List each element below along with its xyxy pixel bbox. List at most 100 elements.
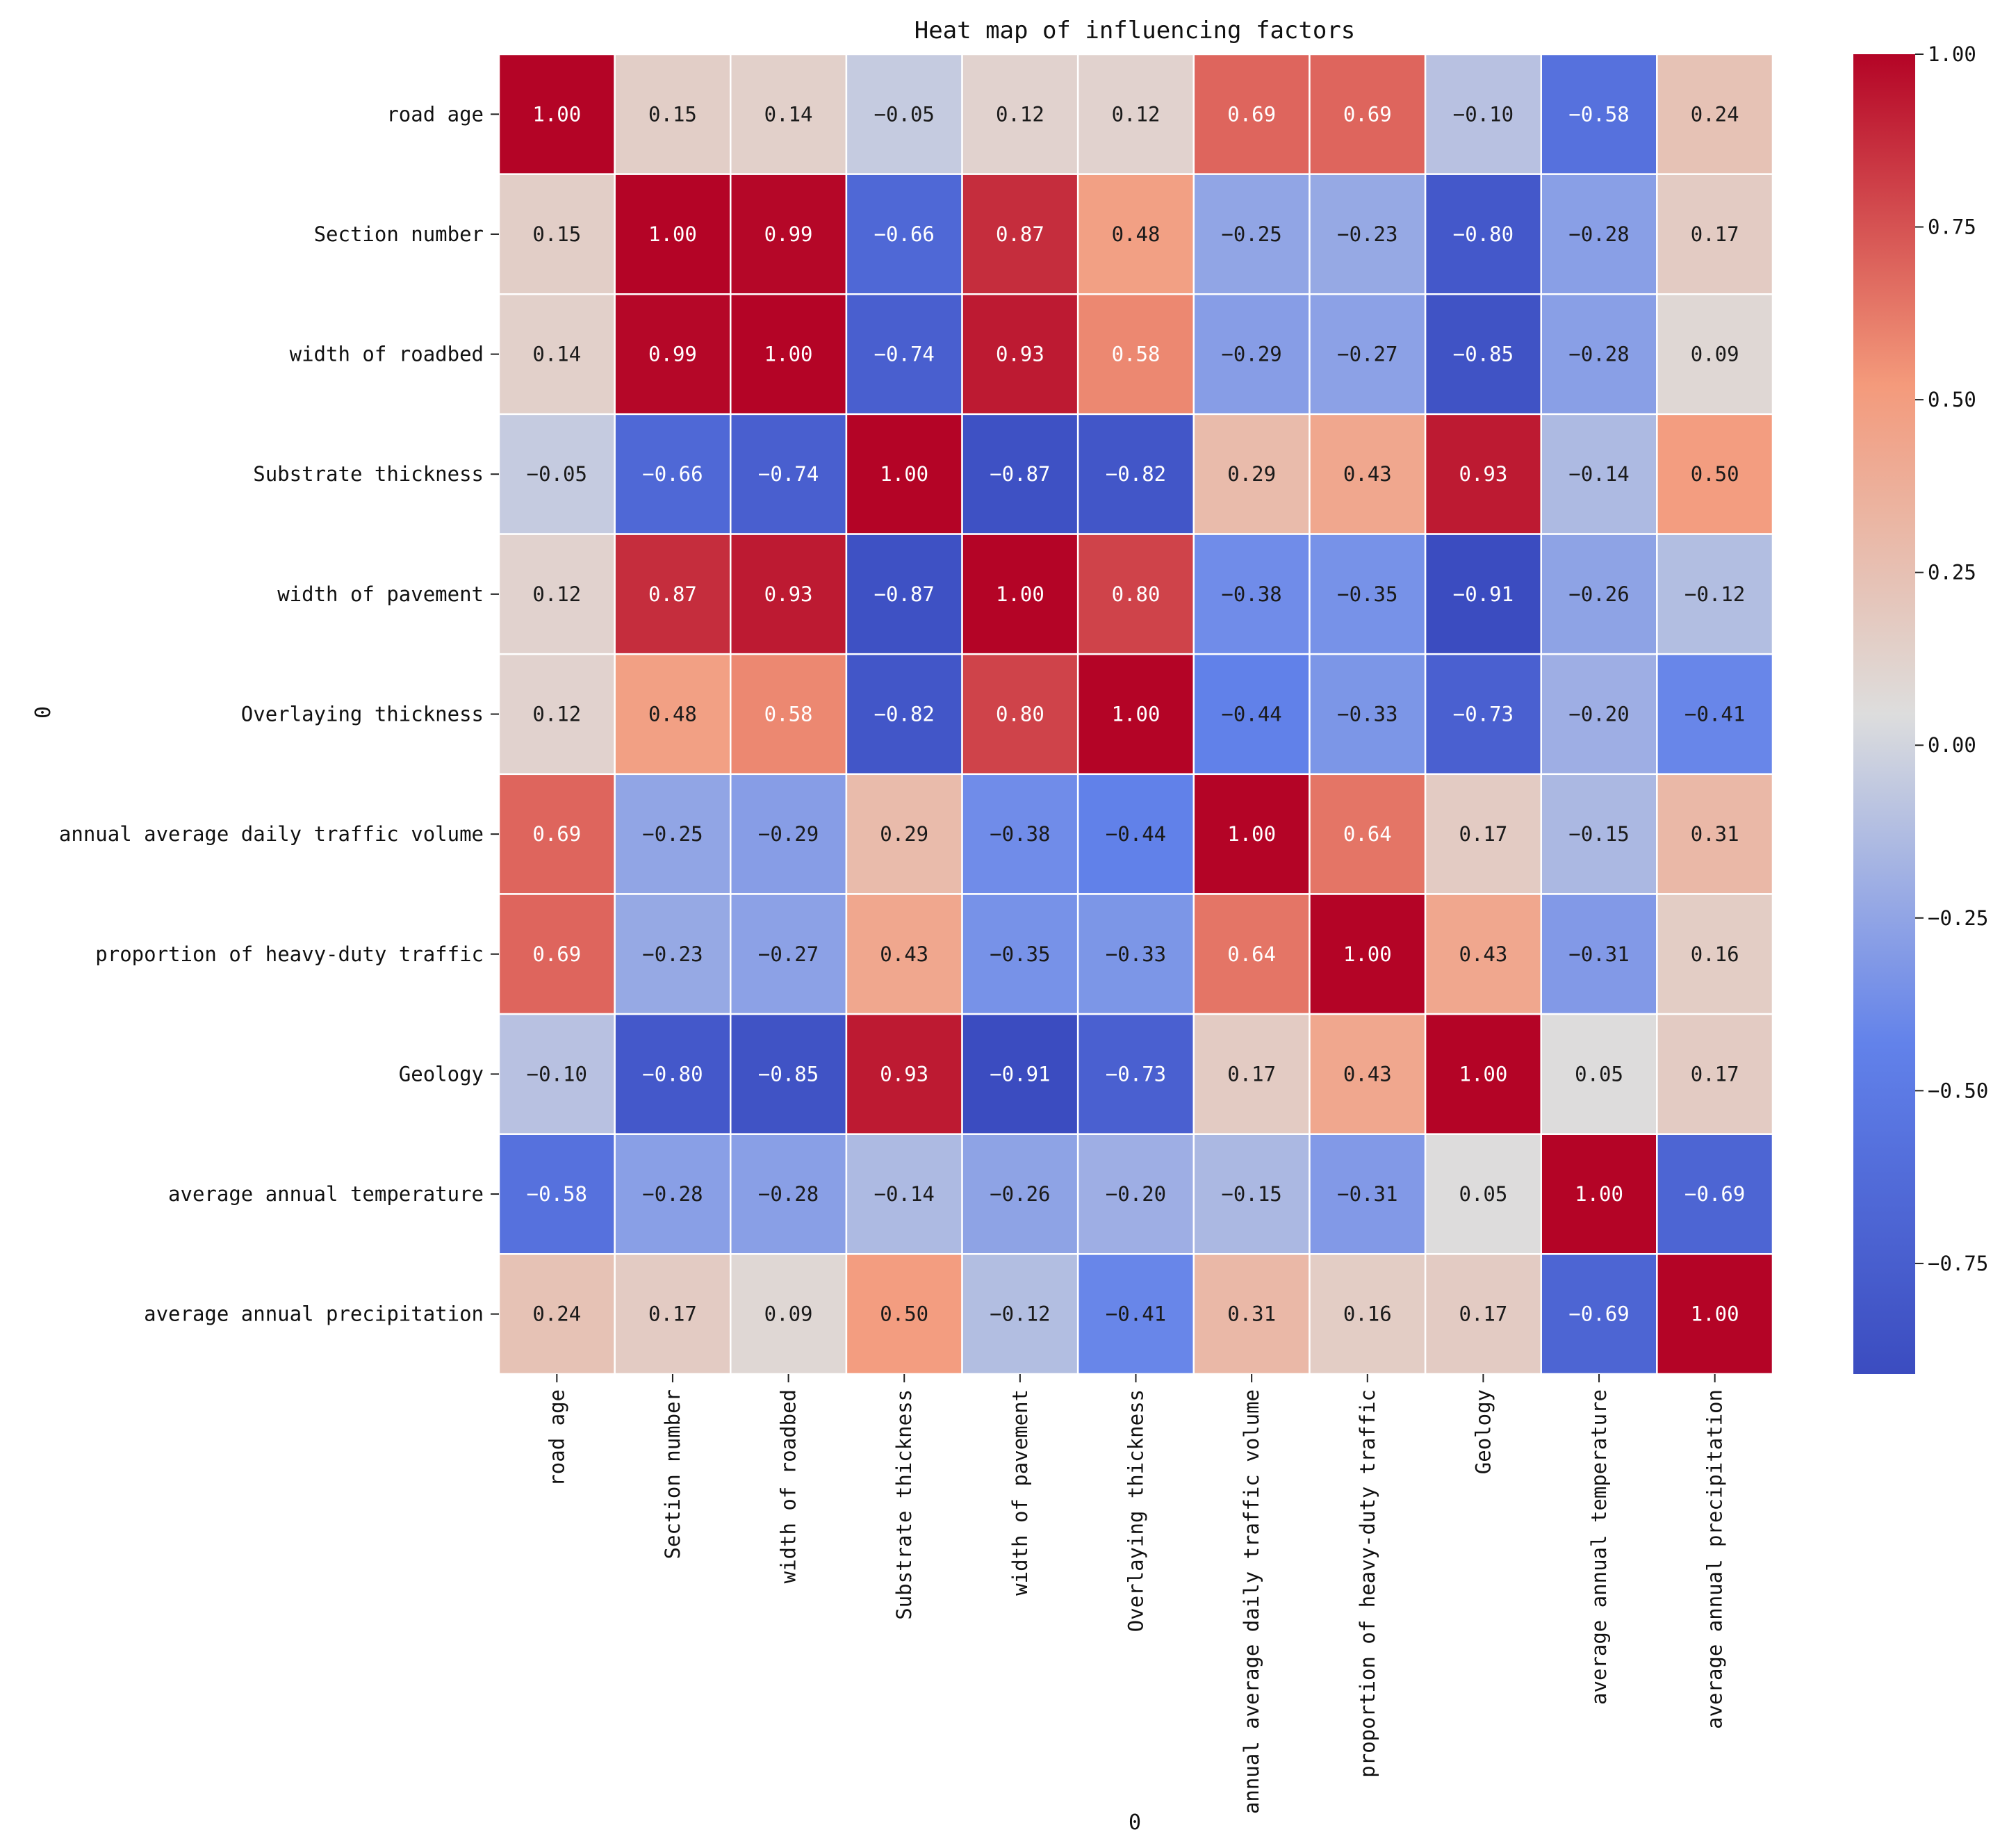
cell-value-label: 0.69 <box>532 942 581 966</box>
heatmap-cell <box>1424 413 1542 535</box>
heatmap-cell <box>730 1133 848 1255</box>
heatmap-cell <box>498 53 616 175</box>
cell-value-label: 0.80 <box>1112 582 1161 606</box>
cell-value-label: 0.31 <box>1691 822 1739 846</box>
heatmap-cell <box>730 53 848 175</box>
heatmap-cell <box>1656 173 1774 295</box>
cell-value-label: −0.25 <box>1221 222 1281 246</box>
cell-value-label: −0.31 <box>1568 942 1629 966</box>
cell-value-label: 0.64 <box>1343 822 1392 846</box>
cell-value-label: 0.58 <box>764 703 813 726</box>
cell-value-label: 0.15 <box>532 222 581 246</box>
cell-value-label: −0.82 <box>874 703 935 726</box>
heatmap-cell <box>1424 1133 1542 1255</box>
y-axis-ticks: road age Section number width of roadbed Su… <box>59 102 499 1326</box>
heatmap-cell <box>498 533 616 655</box>
heatmap-cell <box>961 293 1079 416</box>
colorbar-gradient <box>1853 54 1915 1374</box>
x-tick-label: average annual precipitation <box>1703 1389 1727 1729</box>
heatmap-cell <box>1656 1013 1774 1135</box>
cell-value-label: −0.27 <box>758 942 819 966</box>
cell-value-label: −0.80 <box>642 1062 703 1086</box>
cell-value-label: 0.24 <box>532 1302 581 1326</box>
heatmap-cell <box>498 1133 616 1255</box>
heatmap-cell <box>1076 653 1195 776</box>
heatmap-cell <box>1540 773 1658 895</box>
cell-value-label: 0.17 <box>1227 1062 1276 1086</box>
cell-value-label: 0.43 <box>880 942 928 966</box>
heatmap-cell <box>1656 293 1774 416</box>
heatmap-cell <box>1540 173 1658 295</box>
cell-value-label: −0.10 <box>527 1062 587 1086</box>
heatmap-cell <box>498 773 616 895</box>
cell-value-label: −0.12 <box>990 1302 1050 1326</box>
heatmap-cell <box>614 893 732 1015</box>
cell-value-label: 0.14 <box>764 102 813 126</box>
y-tick-label: proportion of heavy-duty traffic <box>95 942 484 966</box>
heatmap-cell <box>498 653 616 776</box>
heatmap-cell <box>1309 1133 1427 1255</box>
cell-value-label: −0.73 <box>1453 703 1514 726</box>
cell-value-label: −0.85 <box>758 1062 819 1086</box>
x-tick-label: proportion of heavy-duty traffic <box>1356 1389 1379 1778</box>
cell-value-label: 0.31 <box>1227 1302 1276 1326</box>
y-tick-label: average annual precipitation <box>144 1302 484 1326</box>
heatmap-cell <box>1540 1013 1658 1135</box>
heatmap-cell <box>845 893 963 1015</box>
cell-value-label: −0.29 <box>1221 343 1281 366</box>
heatmap-cell <box>845 533 963 655</box>
cell-value-label: 0.12 <box>996 102 1044 126</box>
cell-value-label: −0.23 <box>642 942 703 966</box>
cell-value-label: −0.28 <box>642 1182 703 1206</box>
cell-value-label: 0.17 <box>648 1302 697 1326</box>
cell-value-label: −0.28 <box>1568 222 1629 246</box>
cell-value-label: 0.99 <box>764 222 813 246</box>
heatmap-cell <box>614 53 732 175</box>
colorbar-tick-label: 1.00 <box>1928 42 1976 66</box>
heatmap-cell <box>1424 773 1542 895</box>
cell-value-label: 0.93 <box>880 1062 928 1086</box>
cell-value-label: −0.91 <box>1453 582 1514 606</box>
cell-value-label: −0.87 <box>990 462 1050 486</box>
heatmap-cell <box>1656 53 1774 175</box>
cell-value-label: −0.69 <box>1568 1302 1629 1326</box>
cell-value-label: 0.16 <box>1343 1302 1392 1326</box>
cell-value-label: 1.00 <box>1691 1302 1739 1326</box>
heatmap-cell <box>961 533 1079 655</box>
cell-value-label: 0.17 <box>1459 1302 1507 1326</box>
heatmap-cell <box>1424 1253 1542 1375</box>
cell-value-label: 0.87 <box>648 582 697 606</box>
heatmap-cell <box>498 293 616 416</box>
heatmap-cell <box>1540 533 1658 655</box>
heatmap-cell <box>1076 893 1195 1015</box>
cell-value-label: −0.74 <box>874 343 935 366</box>
x-axis-ticks: road age Section number width of roadbed Su… <box>545 1374 1727 1814</box>
cell-value-label: −0.15 <box>1221 1182 1281 1206</box>
heatmap-cell <box>1076 413 1195 535</box>
cell-value-label: −0.87 <box>874 582 935 606</box>
cell-value-label: −0.26 <box>990 1182 1050 1206</box>
heatmap-cell <box>1192 533 1311 655</box>
cell-value-label: −0.41 <box>1106 1302 1166 1326</box>
heatmap-cell <box>1192 173 1311 295</box>
heatmap-cell <box>1656 1133 1774 1255</box>
heatmap-cell <box>1309 1253 1427 1375</box>
x-axis-label: 0 <box>1129 1810 1141 1835</box>
cell-value-label: −0.80 <box>1453 222 1514 246</box>
cell-value-label: −0.26 <box>1568 582 1629 606</box>
cell-value-label: −0.14 <box>874 1182 935 1206</box>
chart-title: Heat map of influencing factors <box>915 17 1356 44</box>
heatmap-cell <box>1076 293 1195 416</box>
cell-value-label: −0.38 <box>1221 582 1281 606</box>
heatmap-cells: 1.00 0.15 0.14 −0.05 0.12 0.12 0.69 0.69 −0.10 −0… <box>498 53 1774 1375</box>
heatmap-cell <box>1424 173 1542 295</box>
colorbar-tick-label: 0.00 <box>1928 733 1976 757</box>
heatmap-cell <box>614 533 732 655</box>
cell-value-label: 0.80 <box>996 703 1044 726</box>
heatmap-cell <box>1656 1253 1774 1375</box>
colorbar-tick-label: 0.50 <box>1928 388 1976 411</box>
heatmap-cell <box>498 173 616 295</box>
heatmap-cell <box>1656 773 1774 895</box>
cell-value-label: −0.35 <box>990 942 1050 966</box>
heatmap-cell <box>845 773 963 895</box>
